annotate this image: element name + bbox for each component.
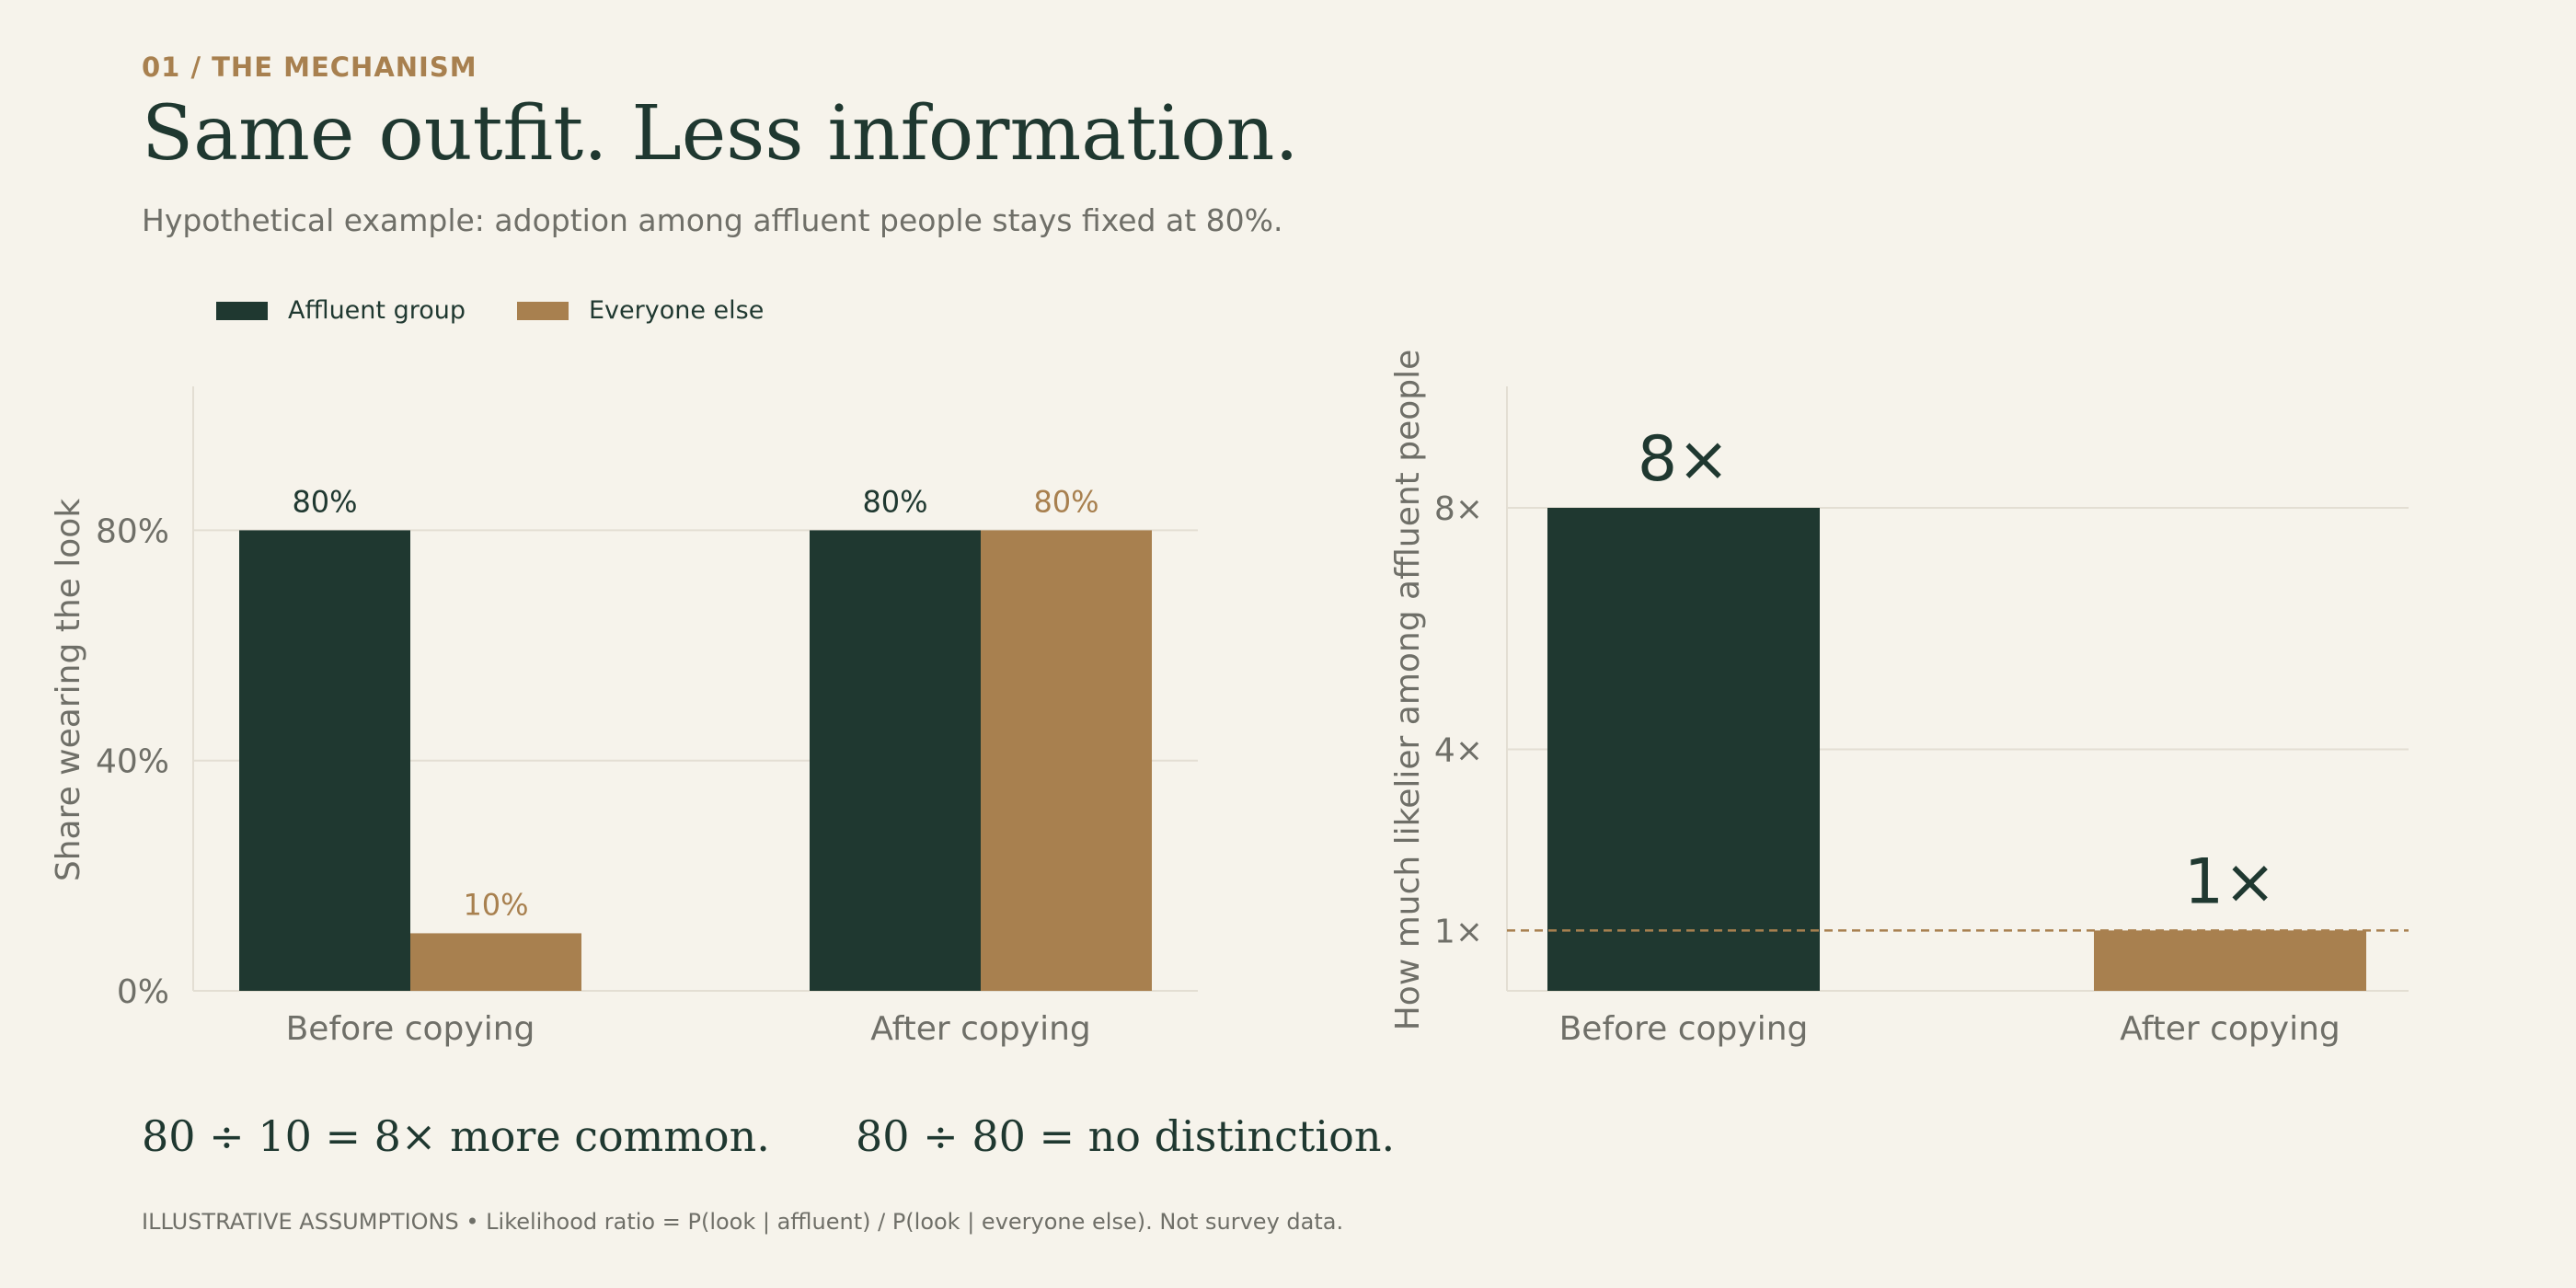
share-chart: 0%40%80%Share wearing the look 80%10%Befo…	[50, 386, 1198, 1048]
x-tick-label: After copying	[870, 1010, 1091, 1048]
y-tick-label: 80%	[96, 512, 169, 550]
footnote: ILLUSTRATIVE ASSUMPTIONS • Likelihood ra…	[142, 1209, 1344, 1235]
bar-value-label: 8×	[1638, 423, 1730, 496]
formula-before: 80 ÷ 10 = 8× more common.	[142, 1111, 770, 1161]
bar	[1547, 508, 1820, 991]
page-subtitle: Hypothetical example: adoption among aff…	[142, 202, 1283, 238]
y-axis-title: Share wearing the look	[50, 499, 87, 881]
legend-label-affluent: Affluent group	[288, 296, 466, 325]
page-title: Same outfit. Less information.	[142, 90, 1299, 178]
legend-swatch-everyone-else	[517, 301, 569, 320]
y-tick-label: 1×	[1434, 913, 1483, 950]
y-axis-title: How much likelier among affluent people	[1389, 350, 1427, 1031]
bar	[410, 933, 581, 991]
x-tick-label: After copying	[2120, 1010, 2340, 1048]
likelihood-chart: 1×4×8×How much likelier among affluent p…	[1389, 350, 2409, 1048]
bar-value-label: 1×	[2184, 845, 2276, 918]
legend-label-everyone-else: Everyone else	[589, 296, 765, 325]
y-tick-label: 0%	[117, 973, 169, 1011]
legend-item-everyone-else: Everyone else	[517, 296, 764, 325]
bar-value-label: 80%	[292, 484, 357, 519]
x-tick-label: Before copying	[1559, 1010, 1809, 1048]
y-tick-label: 8×	[1434, 490, 1483, 528]
bar-value-label: 80%	[862, 484, 927, 519]
bar-value-label: 80%	[1033, 484, 1098, 519]
bar	[981, 530, 1152, 991]
formula-after: 80 ÷ 80 = no distinction.	[856, 1111, 1396, 1161]
legend-swatch-affluent	[216, 301, 268, 320]
y-tick-label: 40%	[96, 743, 169, 781]
bar-value-label: 10%	[463, 887, 528, 922]
eyebrow-label: 01 / THE MECHANISM	[142, 52, 477, 83]
x-tick-label: Before copying	[286, 1010, 535, 1048]
bar	[2094, 930, 2366, 991]
bar	[239, 530, 410, 991]
y-tick-label: 4×	[1434, 732, 1483, 770]
legend-item-affluent: Affluent group	[216, 296, 466, 325]
bar	[810, 530, 981, 991]
chart-legend: Affluent group Everyone else	[216, 296, 815, 325]
